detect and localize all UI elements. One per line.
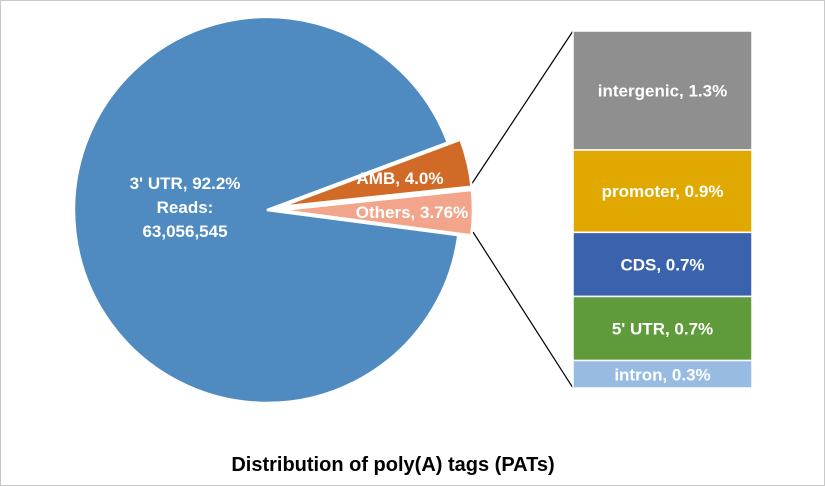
chart-title: Distribution of poly(A) tags (PATs) [231, 454, 554, 476]
bar-segment-promoter [572, 149, 753, 234]
pie-label-3-utr-line2: Reads: [157, 198, 214, 217]
bar-label-intron: intron, 0.3% [614, 365, 710, 384]
bar-segment-intron [572, 359, 753, 389]
connector-line-bottom [472, 231, 574, 389]
pie-slice-others [279, 188, 475, 237]
bar-label-5-utr: 5' UTR, 0.7% [612, 320, 713, 339]
bar-label-cds: CDS, 0.7% [620, 255, 704, 274]
bar-segment-5-utr [572, 295, 753, 362]
pie-slice-3-utr [72, 15, 460, 405]
bar-segment-cds [572, 231, 753, 298]
connector-line-top [470, 30, 574, 186]
stacked-bar: intergenic, 1.3% promoter, 0.9% CDS, 0.7% 5… [572, 30, 753, 389]
pie-label-3-utr: 3' UTR, 92.2% [130, 174, 241, 193]
connector-lines [470, 30, 574, 389]
pie-chart: 3' UTR, 92.2% Reads: 63,056,545 AMB, 4.0% Ot… [72, 15, 475, 405]
pie-label-amb: AMB, 4.0% [357, 169, 444, 188]
pie-slice-amb [279, 137, 473, 209]
pie-label-3-utr-line3: 63,056,545 [142, 222, 227, 241]
bar-label-intergenic: intergenic, 1.3% [598, 82, 727, 101]
pie-label-others: Others, 3.76% [356, 203, 468, 222]
bar-label-promoter: promoter, 0.9% [602, 182, 724, 201]
